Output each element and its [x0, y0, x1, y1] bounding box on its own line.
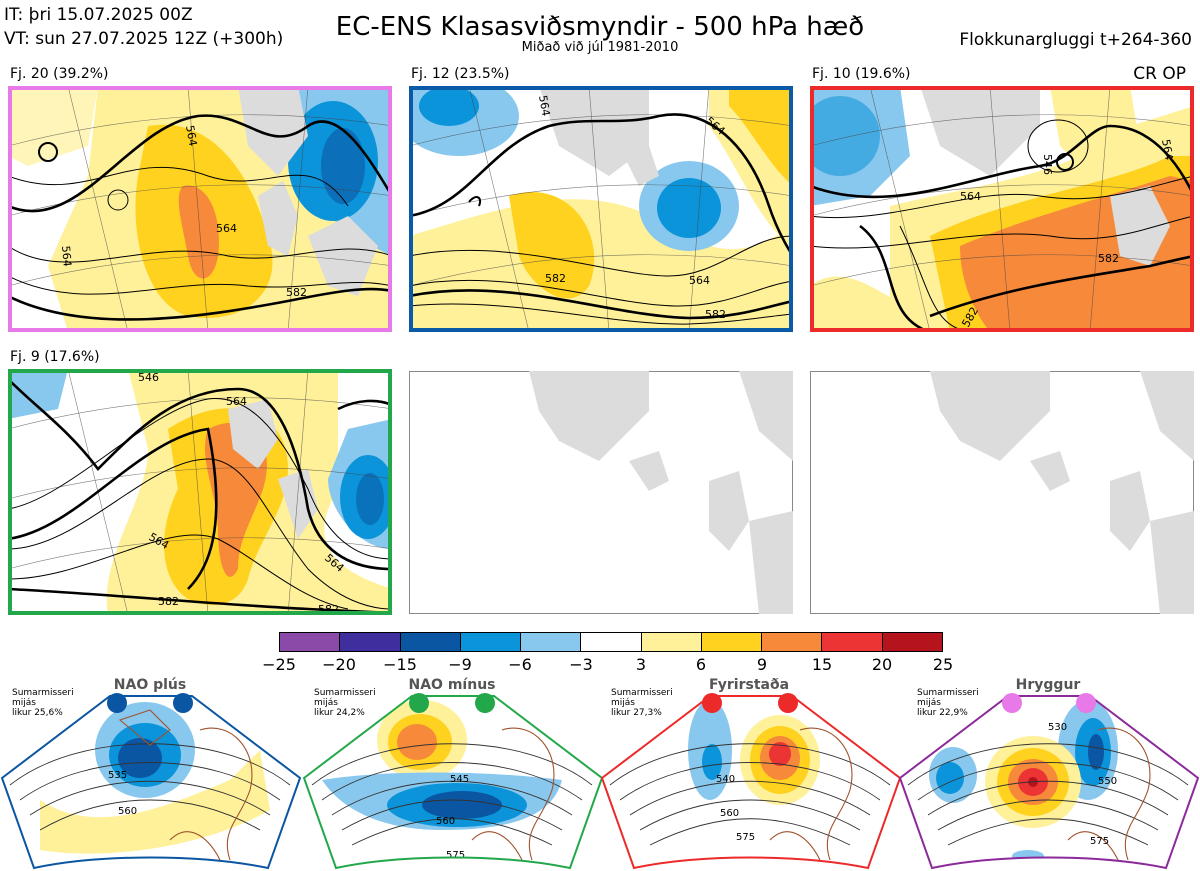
regime-map-4: 530 550 575	[898, 695, 1200, 870]
regime-3-contour-1: 540	[716, 774, 735, 785]
legend-tick-12: 25	[932, 655, 954, 674]
cluster-map-1: 564 564 564 582	[8, 86, 392, 332]
regime-1-markers	[107, 693, 193, 713]
panel-2-contour-3: 564	[689, 274, 710, 287]
legend-swatch-5	[521, 633, 582, 651]
regime-1-note: Sumarmisseri mijás likur 25,6%	[12, 688, 74, 718]
regime-4-contour-1: 530	[1048, 722, 1067, 733]
empty-map-5	[409, 371, 793, 614]
legend-tick-6: −3	[569, 655, 593, 674]
legend-swatch-9	[762, 633, 823, 651]
regime-4-contour-3: 575	[1090, 836, 1109, 847]
panel-4-contour-1: 546	[138, 371, 159, 384]
regime-4-markers	[1002, 693, 1096, 713]
panel-4-label: Fj. 9 (17.6%)	[10, 349, 100, 365]
legend-tick-9: 9	[756, 655, 768, 674]
panel-3-contour-3: 564	[1159, 138, 1175, 161]
regime-map-2: 545 560 575	[302, 695, 604, 870]
panel-1-contour-2: 564	[59, 245, 74, 267]
cluster-map-3: 546 564 564 582 582	[810, 86, 1194, 332]
legend-colorbar	[279, 632, 943, 652]
regime-1-contour-1: 535	[108, 770, 127, 781]
regime-2-note: Sumarmisseri mijás likur 24,2%	[314, 688, 376, 718]
legend-swatch-1	[280, 633, 341, 651]
regime-3-title: Fyrirstaða	[708, 677, 790, 693]
legend-tick-10: 15	[811, 655, 833, 674]
panel-1-label: Fj. 20 (39.2%)	[10, 66, 109, 82]
empty-map-6	[810, 371, 1194, 614]
legend-tick-5: −6	[508, 655, 532, 674]
legend-swatch-7	[641, 633, 702, 651]
initial-time: IT: þri 15.07.2025 00Z	[4, 5, 193, 25]
cr-op-badge: CR OP	[1133, 64, 1186, 84]
legend-swatch-8	[701, 633, 763, 651]
panel-2-contour-5: 582	[705, 308, 726, 321]
panel-3-contour-4: 582	[1098, 252, 1119, 265]
legend-swatch-4	[460, 633, 522, 651]
legend-tick-7: 3	[635, 655, 647, 674]
panel-3-contour-1: 546	[1041, 154, 1054, 175]
cluster-map-4: 546 564 564 564 582 582	[8, 369, 392, 615]
regime-4-note: Sumarmisseri mijás likur 22,9%	[917, 688, 979, 718]
classification-window: Flokkunargluggi t+264-360	[959, 30, 1192, 50]
legend-tick-8: 6	[695, 655, 707, 674]
panel-4-contour-5: 582	[158, 595, 179, 608]
legend-tick-11: 20	[871, 655, 893, 674]
legend-tick-3: −15	[383, 655, 417, 674]
legend-swatch-6	[581, 633, 642, 651]
valid-time: VT: sun 27.07.2025 12Z (+300h)	[4, 29, 284, 49]
regime-2-markers	[409, 693, 495, 713]
legend-tick-2: −20	[322, 655, 356, 674]
regime-2-contour-2: 560	[436, 816, 455, 827]
legend-swatch-3	[400, 633, 461, 651]
regime-3-contour-2: 560	[720, 808, 739, 819]
panel-2-contour-1: 564	[536, 94, 552, 117]
panel-4-contour-2: 564	[226, 395, 247, 408]
panel-3-label: Fj. 10 (19.6%)	[812, 66, 911, 82]
regime-2-contour-1: 545	[450, 774, 469, 785]
regime-1-title: NAO plús	[113, 677, 187, 693]
regime-map-3: 540 560 575	[600, 695, 902, 870]
legend-swatch-11	[882, 633, 942, 651]
panel-2-label: Fj. 12 (23.5%)	[411, 66, 510, 82]
regime-3-note: Sumarmisseri mijás likur 27,3%	[611, 688, 673, 718]
regime-3-contour-3: 575	[736, 832, 755, 843]
panel-1-contour-1: 564	[183, 124, 199, 147]
legend-swatch-2	[340, 633, 401, 651]
panel-1-contour-4: 582	[286, 286, 307, 299]
regime-map-1: 535 560	[0, 695, 302, 870]
regime-2-title: NAO mínus	[408, 677, 496, 693]
cluster-map-2: 564 564 564 582 582	[409, 86, 793, 332]
legend-swatch-10	[822, 633, 883, 651]
panel-1-contour-3: 564	[216, 222, 237, 235]
regime-1-contour-2: 560	[118, 806, 137, 817]
regime-3-markers	[702, 693, 798, 713]
regime-2-contour-3: 575	[446, 850, 465, 861]
panel-2-contour-4: 582	[545, 272, 566, 285]
panel-3-contour-2: 564	[960, 190, 981, 203]
page-subtitle: Miðað við júl 1981-2010	[521, 40, 679, 55]
legend-tick-4: −9	[448, 655, 472, 674]
legend-tick-1: −25	[262, 655, 296, 674]
regime-4-title: Hryggur	[1015, 677, 1081, 693]
page-title: EC-ENS Klasasviðsmyndir - 500 hPa hæð	[335, 12, 865, 42]
regime-4-contour-2: 550	[1098, 776, 1117, 787]
